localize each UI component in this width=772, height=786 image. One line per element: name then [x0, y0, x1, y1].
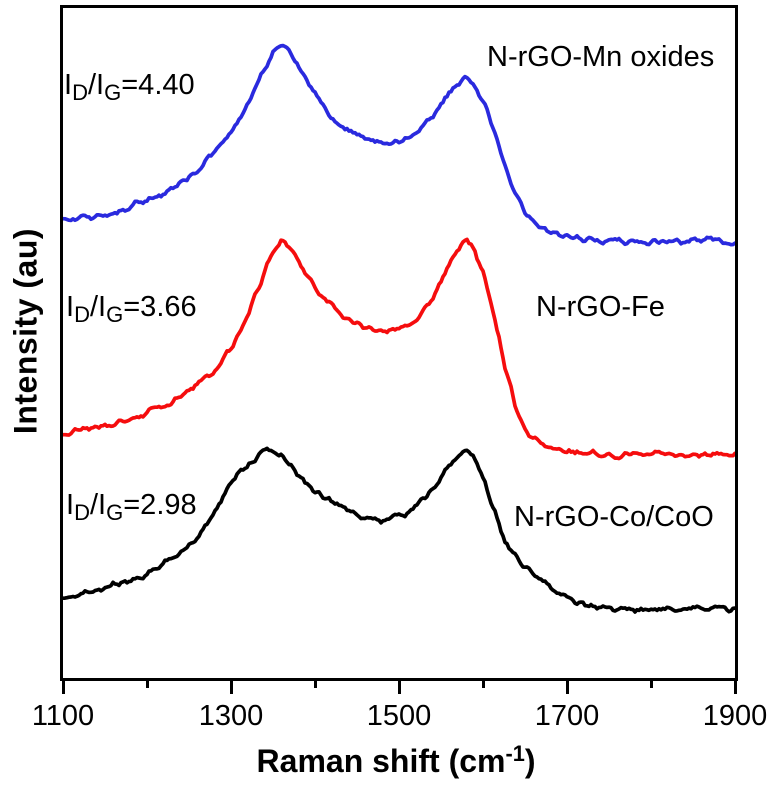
x-major-tick-1300 — [229, 681, 233, 694]
plot-frame — [60, 5, 738, 681]
x-major-tick-1100 — [61, 681, 65, 694]
series-label-co-coo: N-rGO-Co/CoO — [514, 501, 714, 533]
id-ig-ratio-fe: ID/IG=3.66 — [66, 291, 197, 328]
x-axis-label-close: ) — [524, 742, 536, 779]
x-axis-label-main: Raman shift (cm — [256, 742, 506, 779]
x-axis-label: Raman shift (cm-1) — [257, 741, 536, 780]
x-minor-tick-1200 — [145, 681, 149, 688]
y-axis-label: Intensity (au) — [7, 227, 44, 435]
id-ig-ratio-mn-oxides: ID/IG=4.40 — [64, 69, 195, 106]
x-tick-label-1500: 1500 — [366, 700, 432, 732]
spectrum-curve-1 — [63, 237, 735, 461]
x-tick-label-1900: 1900 — [702, 700, 768, 732]
raman-spectra-plot — [63, 43, 735, 614]
x-minor-tick-1800 — [649, 681, 653, 688]
x-tick-label-1300: 1300 — [198, 700, 264, 732]
x-minor-tick-1400 — [313, 681, 317, 688]
spectrum-curve-2 — [63, 446, 735, 614]
id-ig-ratio-co-coo: ID/IG=2.98 — [66, 489, 197, 526]
series-label-mn-oxides: N-rGO-Mn oxides — [487, 41, 715, 73]
x-axis-label-superscript: -1 — [505, 741, 525, 766]
x-major-tick-1700 — [565, 681, 569, 694]
x-tick-label-1700: 1700 — [534, 700, 600, 732]
x-major-tick-1900 — [733, 681, 737, 694]
x-major-tick-1500 — [397, 681, 401, 694]
series-label-fe: N-rGO-Fe — [536, 291, 665, 323]
x-tick-label-1100: 1100 — [31, 700, 95, 732]
spectrum-curve-0 — [63, 43, 735, 247]
x-minor-tick-1600 — [481, 681, 485, 688]
